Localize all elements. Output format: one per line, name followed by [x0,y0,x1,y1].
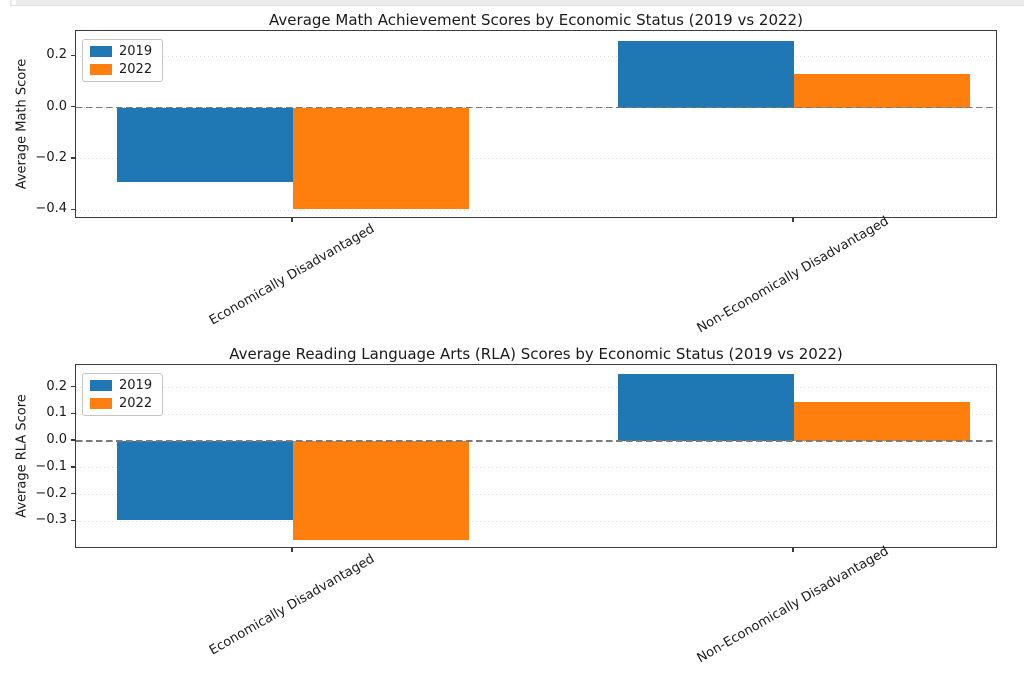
y-tick-label: −0.3 [35,512,67,528]
bar-2019-non-economically-disadvantaged [618,41,794,108]
y-tick-label: 0.1 [46,405,67,421]
bar-2019-economically-disadvantaged [117,107,293,183]
legend-swatch-2019 [90,46,112,57]
y-tick-label: 0.0 [46,98,67,114]
legend-item-2019: 2019 [90,378,152,393]
legend-label: 2022 [119,396,153,411]
gridline [76,55,996,57]
y-tick-label: 0.2 [46,47,67,63]
y-tick [71,412,75,415]
x-tick-label: Economically Disadvantaged [206,551,378,659]
legend-item-2022: 2022 [90,396,152,411]
legend-item-2022: 2022 [90,62,152,77]
y-tick [71,208,75,210]
gridline [76,209,996,211]
legend-swatch-2022 [90,398,112,409]
zero-line [76,106,996,109]
gridline [76,158,996,160]
plot-area: 2019 2022 [75,30,997,218]
screen-top-strip-notch [12,0,16,5]
gridline [76,467,996,469]
legend: 2019 2022 [82,39,164,82]
bar-2022-non-economically-disadvantaged [794,74,970,108]
screen-top-strip [10,0,1024,6]
y-tick [71,105,75,108]
x-tick [792,548,794,552]
legend: 2019 2022 [82,373,164,416]
y-tick-label: 0.2 [46,378,67,394]
legend-swatch-2019 [90,380,112,391]
gridline [76,520,996,522]
bar-2019-non-economically-disadvantaged [618,374,794,442]
legend-item-2019: 2019 [90,44,152,59]
y-tick [71,492,75,495]
y-tick-label: −0.2 [35,485,67,501]
y-tick-label: −0.2 [35,149,67,165]
zero-line [76,440,996,442]
x-tick [291,218,293,222]
gridline [76,387,996,389]
bar-2019-economically-disadvantaged [117,441,293,520]
y-tick [71,439,75,441]
y-tick-label: 0.0 [46,432,67,448]
y-tick [71,519,75,521]
plot-area: 2019 2022 [75,364,997,548]
gridline [76,494,996,496]
y-tick-label: −0.1 [35,458,67,474]
y-tick [71,54,75,57]
bar-2022-non-economically-disadvantaged [794,402,970,442]
chart-title: Average Reading Language Arts (RLA) Scor… [229,345,843,363]
bar-2022-economically-disadvantaged [293,441,469,540]
y-tick [71,385,75,388]
legend-label: 2019 [119,44,153,59]
y-tick-label: −0.4 [35,201,67,217]
gridline [76,413,996,415]
y-tick [71,157,75,159]
y-tick [71,466,75,468]
legend-swatch-2022 [90,64,112,75]
legend-label: 2022 [119,62,153,77]
bar-2022-economically-disadvantaged [293,107,469,209]
legend-label: 2019 [119,378,153,393]
x-tick [291,548,293,552]
x-tick [792,218,794,222]
chart-title: Average Math Achievement Scores by Econo… [269,11,803,29]
x-tick-label: Non-Economically Disadvantaged [694,543,892,667]
